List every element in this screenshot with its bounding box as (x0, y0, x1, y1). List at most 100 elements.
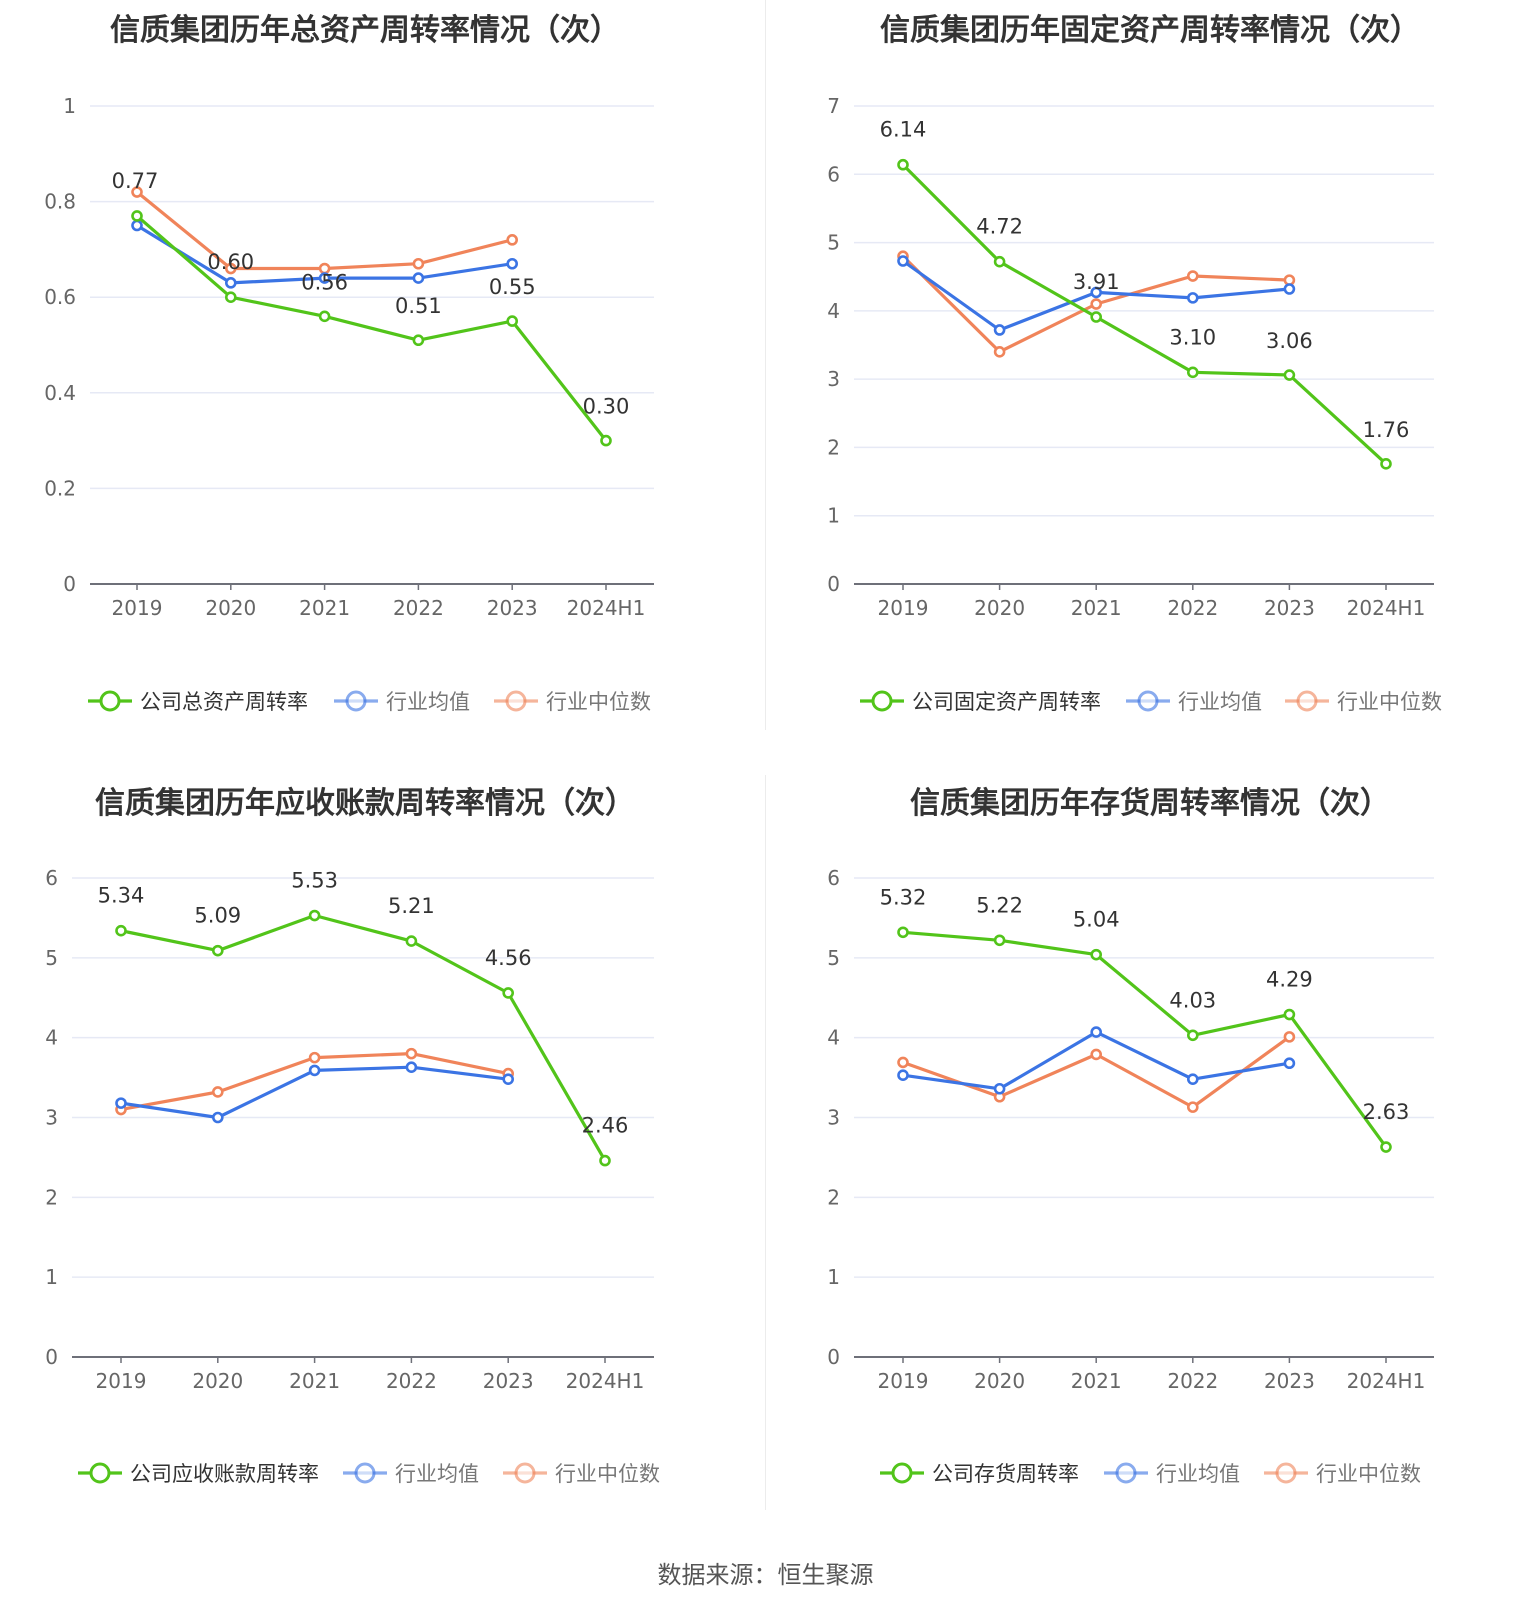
series-line-company (120, 913, 607, 1162)
data-point-company (599, 1154, 611, 1167)
data-point-company (1283, 369, 1296, 381)
data-label: 4.29 (1266, 968, 1313, 992)
x-tick-label: 2019 (96, 1369, 147, 1393)
legend-marker-circle (514, 1462, 536, 1484)
data-point-avg (1187, 1073, 1199, 1085)
data-label: 5.21 (388, 894, 435, 918)
data-point-median (412, 257, 425, 270)
data-label: 0.55 (489, 275, 536, 299)
x-tick-label: 2020 (205, 596, 256, 620)
data-label: 0.60 (207, 250, 254, 274)
data-point-company (308, 909, 321, 922)
y-tick-label: 7 (827, 94, 840, 118)
legend-label: 公司应收账款周转率 (130, 1462, 319, 1486)
y-tick-label: 0 (63, 572, 76, 596)
data-point-avg (993, 324, 1006, 336)
y-tick-label: 4 (827, 1026, 840, 1050)
data-label: 0.56 (301, 270, 348, 294)
legend-marker-circle (354, 1462, 376, 1484)
data-point-company (131, 210, 143, 222)
data-point-median (308, 1051, 321, 1064)
data-point-company (897, 158, 909, 171)
legend-label: 行业中位数 (1337, 690, 1442, 714)
data-point-company (502, 987, 515, 999)
data-point-company (1380, 1141, 1392, 1153)
x-tick-label: 2022 (1167, 596, 1218, 620)
data-point-company (412, 334, 425, 347)
data-point-avg (131, 219, 143, 232)
y-tick-label: 4 (827, 299, 840, 323)
data-label: 2.46 (582, 1114, 629, 1138)
data-point-company (1090, 948, 1102, 961)
legend-marker-circle (891, 1462, 913, 1484)
data-point-median (506, 234, 519, 246)
legend-marker-circle (505, 690, 527, 712)
data-point-company (897, 926, 909, 939)
data-point-company (993, 255, 1006, 268)
data-point-avg (1187, 292, 1199, 304)
x-tick-label: 2019 (878, 1369, 929, 1393)
x-tick-label: 2020 (974, 596, 1025, 620)
data-label: 5.34 (98, 884, 145, 908)
y-tick-label: 3 (827, 1106, 840, 1130)
legend-label: 行业中位数 (555, 1462, 660, 1486)
data-point-median (897, 1056, 909, 1069)
x-tick-label: 2024H1 (566, 1369, 645, 1393)
data-point-avg (1283, 1057, 1296, 1070)
legend-marker-circle (99, 690, 121, 712)
y-tick-label: 1 (45, 1265, 58, 1289)
x-tick-label: 2022 (386, 1369, 437, 1393)
data-point-avg (1090, 1026, 1102, 1038)
data-label: 0.51 (395, 294, 442, 318)
data-point-company (405, 935, 418, 947)
data-point-avg (225, 277, 237, 289)
data-label: 1.76 (1363, 418, 1410, 442)
legend-marker-circle (1296, 690, 1318, 712)
data-point-company (225, 291, 237, 304)
x-tick-label: 2024H1 (567, 596, 646, 620)
x-tick-label: 2022 (1167, 1369, 1218, 1393)
y-tick-label: 0 (45, 1345, 58, 1369)
legend-label: 行业中位数 (1316, 1462, 1421, 1486)
y-tick-label: 6 (827, 866, 840, 890)
y-tick-label: 6 (827, 162, 840, 186)
data-point-avg (993, 1082, 1006, 1095)
y-tick-label: 3 (827, 367, 840, 391)
data-point-avg (405, 1061, 418, 1074)
panel-divider-top (765, 0, 766, 730)
data-label: 5.04 (1073, 908, 1120, 932)
legend-marker-circle (345, 690, 367, 712)
data-point-company (115, 924, 127, 937)
data-point-median (405, 1047, 418, 1060)
data-point-company (600, 434, 612, 447)
data-point-median (1090, 1048, 1102, 1061)
x-tick-label: 2024H1 (1347, 1369, 1426, 1393)
chart-title: 信质集团历年存货周转率情况（次） (910, 786, 1390, 821)
data-label: 5.09 (194, 904, 241, 928)
y-tick-label: 2 (45, 1185, 58, 1209)
y-tick-label: 5 (827, 231, 840, 255)
chart-title: 信质集团历年总资产周转率情况（次） (110, 13, 620, 48)
legend-marker-circle (89, 1462, 111, 1484)
legend-marker-circle (1137, 690, 1159, 712)
y-tick-label: 6 (45, 866, 58, 890)
x-tick-label: 2021 (289, 1369, 340, 1393)
panel-divider-bottom (765, 775, 766, 1510)
series-line-company (135, 214, 608, 442)
legend-label: 行业均值 (1178, 690, 1262, 714)
data-point-avg (308, 1064, 321, 1077)
data-label: 0.30 (583, 395, 630, 419)
legend-label: 行业均值 (395, 1462, 479, 1486)
legend-label: 公司总资产周转率 (140, 690, 308, 714)
data-point-company (212, 944, 224, 957)
data-label: 5.22 (976, 893, 1023, 917)
legend-label: 公司存货周转率 (932, 1462, 1079, 1486)
data-label: 4.56 (485, 946, 532, 970)
data-point-avg (212, 1111, 224, 1124)
y-tick-label: 0 (827, 1345, 840, 1369)
series-line-company (902, 930, 1388, 1148)
x-tick-label: 2024H1 (1347, 596, 1426, 620)
y-tick-label: 0.4 (44, 381, 76, 405)
data-point-avg (1283, 283, 1296, 295)
